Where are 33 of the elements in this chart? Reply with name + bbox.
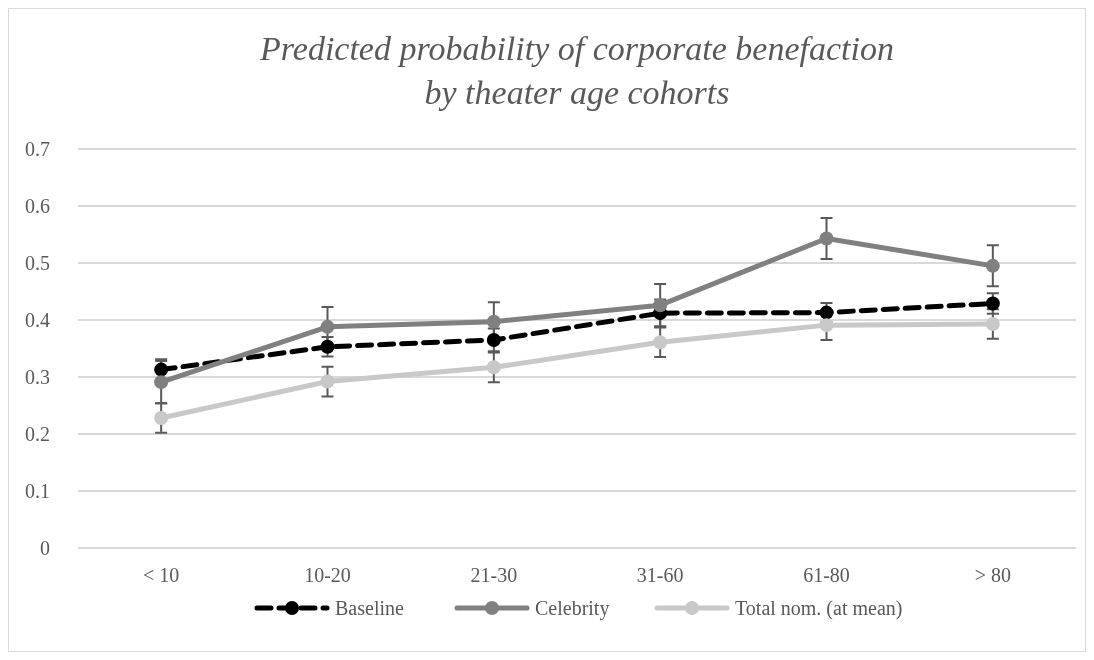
y-tick-label: 0.5: [25, 252, 50, 274]
point: [653, 335, 668, 350]
point: [819, 318, 834, 333]
point: [154, 411, 169, 426]
point: [985, 296, 1000, 311]
point: [985, 258, 1000, 273]
point: [320, 374, 335, 389]
y-tick-label: 0.6: [25, 195, 50, 217]
chart-title: Predicted probability of corporate benefaction by theater age cohorts: [259, 30, 894, 111]
y-tick-label: 0.3: [25, 366, 50, 388]
y-tick-label: 0.2: [25, 423, 50, 445]
y-tick-label: 0.1: [25, 480, 50, 502]
x-tick-label: < 10: [143, 564, 180, 586]
point: [653, 298, 668, 313]
point: [486, 332, 501, 347]
point: [320, 319, 335, 334]
point: [486, 360, 501, 375]
legend-label: Total nom. (at mean): [735, 597, 903, 620]
y-tick-label: 0.4: [25, 309, 50, 331]
x-tick-label: 21-30: [470, 564, 518, 586]
x-tick-label: 61-80: [803, 564, 850, 586]
point: [819, 231, 834, 246]
x-tick-label: 10-20: [304, 564, 351, 586]
x-tick-label: > 80: [974, 564, 1011, 586]
point: [985, 316, 1000, 331]
legend-label: Baseline: [335, 597, 404, 619]
y-tick-label: 0: [40, 537, 50, 559]
point: [154, 362, 169, 377]
y-tick-label: 0.7: [25, 138, 50, 160]
legend-label: Celebrity: [535, 597, 610, 620]
point: [486, 314, 501, 329]
point: [154, 375, 169, 390]
x-tick-label: 31-60: [636, 564, 684, 586]
